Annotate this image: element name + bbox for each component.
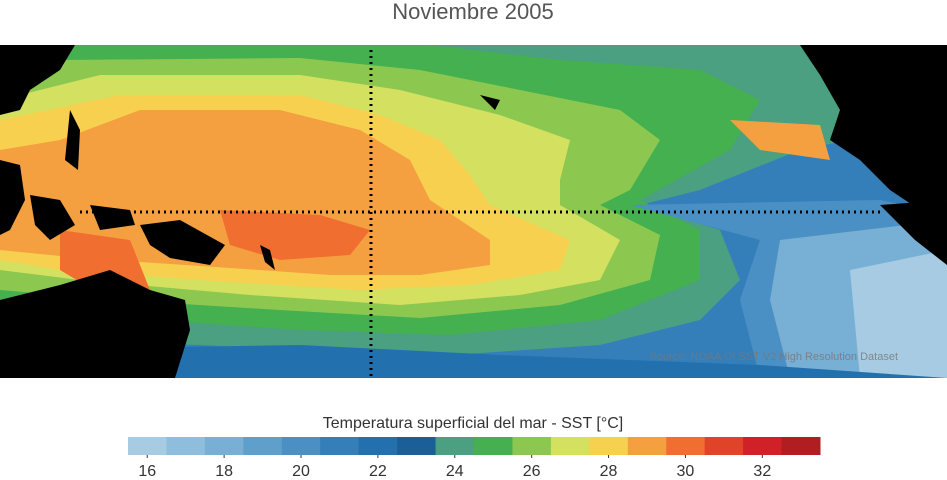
colorbar-swatch [166, 437, 206, 455]
sst-field: Source: NOAA OI SST V2 High Resolution D… [0, 45, 947, 378]
colorbar-swatch [550, 437, 590, 455]
colorbar-swatch [128, 437, 167, 455]
colorbar-swatch [281, 437, 321, 455]
sst-band [60, 210, 370, 300]
colorbar-swatch [320, 437, 360, 455]
colorbar-swatch [474, 437, 513, 455]
colorbar-tick-label: 24 [446, 463, 464, 480]
colorbar-label: Temperatura superficial del mar - SST [°… [323, 415, 623, 432]
colorbar-tick-label: 28 [600, 463, 618, 480]
colorbar-swatch [781, 437, 821, 455]
sst-band [730, 120, 830, 160]
colorbar-tick-label: 32 [753, 463, 771, 480]
colorbar-swatch [204, 437, 244, 455]
colorbar-swatch [512, 437, 552, 455]
colorbar: 16 18 20 22 24 26 28 30 32 [128, 437, 821, 480]
colorbar-swatch [704, 437, 744, 455]
land [0, 45, 947, 378]
colorbar-swatch [243, 437, 283, 455]
reference-lines [80, 50, 880, 378]
source-note: Source: NOAA OI SST V2 High Resolution D… [649, 351, 898, 363]
colorbar-swatch [358, 437, 398, 455]
colorbar-tick-label: 20 [292, 463, 310, 480]
colorbar-tick-label: 26 [523, 463, 541, 480]
sst-band [0, 345, 947, 378]
colorbar-swatch [743, 437, 783, 455]
colorbar-swatch [589, 437, 629, 455]
colorbar-swatch [397, 437, 437, 455]
colorbar-swatch [435, 437, 475, 455]
colorbar-tick-label: 22 [369, 463, 387, 480]
sst-band [0, 110, 490, 275]
colorbar-swatch [666, 437, 706, 455]
colorbar-tick-label: 30 [677, 463, 695, 480]
sst-band [850, 250, 947, 378]
map-title: Noviembre 2005 [392, 0, 553, 24]
colorbar-swatch [627, 437, 667, 455]
colorbar-tick-label: 16 [138, 463, 156, 480]
colorbar-tick-label: 18 [215, 463, 233, 480]
